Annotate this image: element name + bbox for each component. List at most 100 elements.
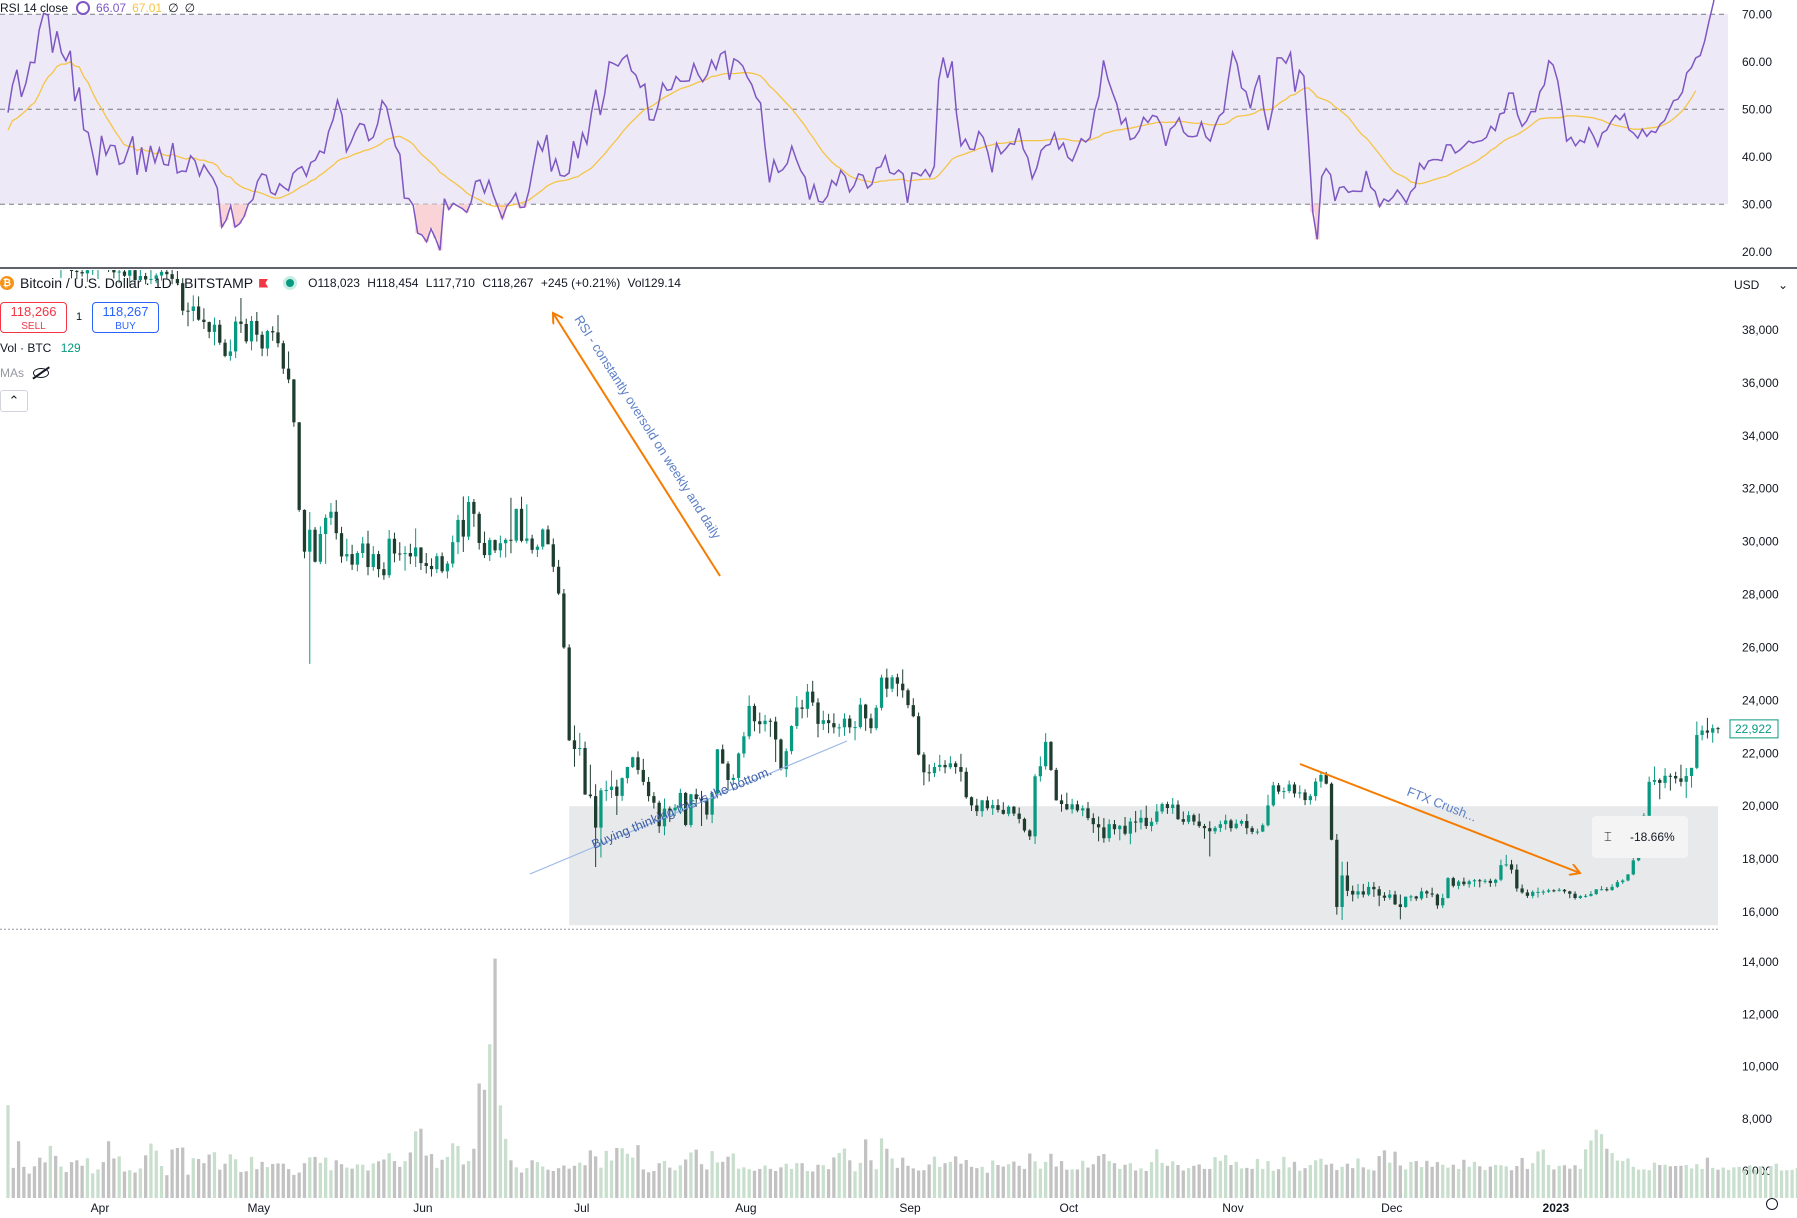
candle (1446, 877, 1450, 899)
candle (652, 792, 656, 809)
bitcoin-icon: ₿ (0, 276, 14, 290)
candle (1414, 895, 1418, 901)
candle-body (1552, 890, 1556, 892)
candle-body (1118, 825, 1122, 830)
candle (731, 774, 735, 786)
candle-body (1192, 815, 1196, 822)
candle (382, 562, 386, 580)
settings-icon[interactable] (1766, 1198, 1778, 1210)
candle (159, 270, 164, 281)
candle-body (906, 690, 910, 706)
volume-bar (1250, 1168, 1254, 1198)
candle (1409, 894, 1413, 902)
ftx-arrow[interactable] (1299, 763, 1580, 873)
candle-body (181, 283, 185, 311)
candle (578, 732, 582, 756)
candle-body (1594, 889, 1598, 895)
volume-bar (112, 1158, 116, 1198)
candle-body (922, 754, 926, 773)
eye-hidden-icon[interactable] (33, 368, 50, 378)
buy-button[interactable]: 118,267 BUY (92, 302, 159, 333)
candle-body (1033, 776, 1037, 837)
rsi-note-arrow[interactable] (553, 313, 721, 577)
candle-body (69, 270, 74, 272)
candle-body (1610, 886, 1614, 891)
candle (869, 713, 873, 734)
ma-legend[interactable]: MAs (0, 366, 50, 380)
volume-bar (1308, 1164, 1312, 1198)
candle-body (49, 239, 52, 243)
candle (1626, 874, 1630, 882)
candle-body (355, 553, 360, 565)
volume-bar (175, 1148, 180, 1198)
candle (350, 544, 354, 570)
volume-bar (1441, 1164, 1445, 1198)
flag-icon[interactable] (259, 278, 269, 288)
price-tick-label: 18,000 (1742, 852, 1779, 866)
candle (1462, 877, 1466, 887)
volume-bar (795, 1163, 799, 1198)
measure-box (1592, 816, 1688, 858)
candle-body (572, 740, 577, 750)
rsi-oversold-fill (415, 204, 421, 234)
rsi-settings-icon[interactable] (76, 1, 91, 15)
candle (1705, 717, 1710, 739)
volume-bar (445, 1156, 450, 1198)
volume-bar (1028, 1153, 1032, 1198)
candle-body (435, 556, 439, 570)
volume-bar (594, 1156, 598, 1198)
time-axis[interactable]: Apr May Jun Jul Aug Sep Oct Nov Dec 2023 (91, 1201, 1570, 1215)
currency-selector[interactable]: USD ⌄ (1726, 274, 1796, 296)
candle-body (387, 538, 391, 576)
volume-bar (895, 1167, 900, 1198)
symbol-title[interactable]: Bitcoin / U.S. Dollar · 1D · BITSTAMP (20, 275, 254, 291)
sell-button[interactable]: 118,266 SELL (0, 302, 67, 333)
volume-bar (1721, 1167, 1725, 1198)
volume-bar (350, 1168, 354, 1198)
candle (784, 748, 788, 778)
candle-body (721, 749, 725, 764)
drawings-layer[interactable]: RSI - constantly oversold on weekly and … (529, 313, 1688, 875)
candle-body (223, 342, 227, 356)
volume-bar (1107, 1161, 1111, 1198)
candle (38, 226, 41, 240)
candle-body (159, 271, 164, 276)
rsi-legend[interactable]: RSI 14 close 66.07 67.01 ∅ ∅ (0, 0, 195, 16)
candle-body (1128, 821, 1132, 834)
candle-body (1298, 792, 1302, 794)
candle-body (239, 321, 243, 324)
candle-body (451, 542, 455, 564)
candle-body (345, 554, 349, 557)
candle (144, 272, 148, 285)
candle-body (1001, 809, 1005, 814)
candle-body (1028, 830, 1032, 837)
candle (271, 326, 275, 341)
candle-body (1419, 891, 1424, 899)
volume-bar (1419, 1167, 1424, 1198)
candle (435, 553, 439, 574)
candle-body (869, 718, 873, 729)
volume-legend[interactable]: Vol · BTC 129 (0, 341, 81, 355)
bottom-note-line[interactable] (529, 740, 848, 875)
candle-body (519, 508, 524, 541)
candle (249, 315, 254, 351)
candle (1684, 768, 1688, 798)
measure-label[interactable]: ⌶ -18.66% (1592, 816, 1688, 858)
candle (392, 532, 397, 563)
candle-body (985, 800, 990, 809)
candle-body (376, 554, 381, 570)
candle (879, 674, 884, 711)
volume-bar (1594, 1129, 1598, 1198)
candle (1033, 774, 1037, 845)
candle-body (726, 763, 730, 780)
volume-bar (911, 1168, 915, 1198)
volume-bar (715, 1162, 720, 1198)
collapse-legend-button[interactable]: ⌃ (0, 390, 28, 412)
candle-body (848, 718, 852, 728)
volume-bar (329, 1170, 333, 1198)
candle-body (1472, 880, 1477, 882)
candle-body (1181, 819, 1185, 822)
rsi-oversold-fill (237, 204, 243, 224)
volume-bar (318, 1162, 322, 1198)
